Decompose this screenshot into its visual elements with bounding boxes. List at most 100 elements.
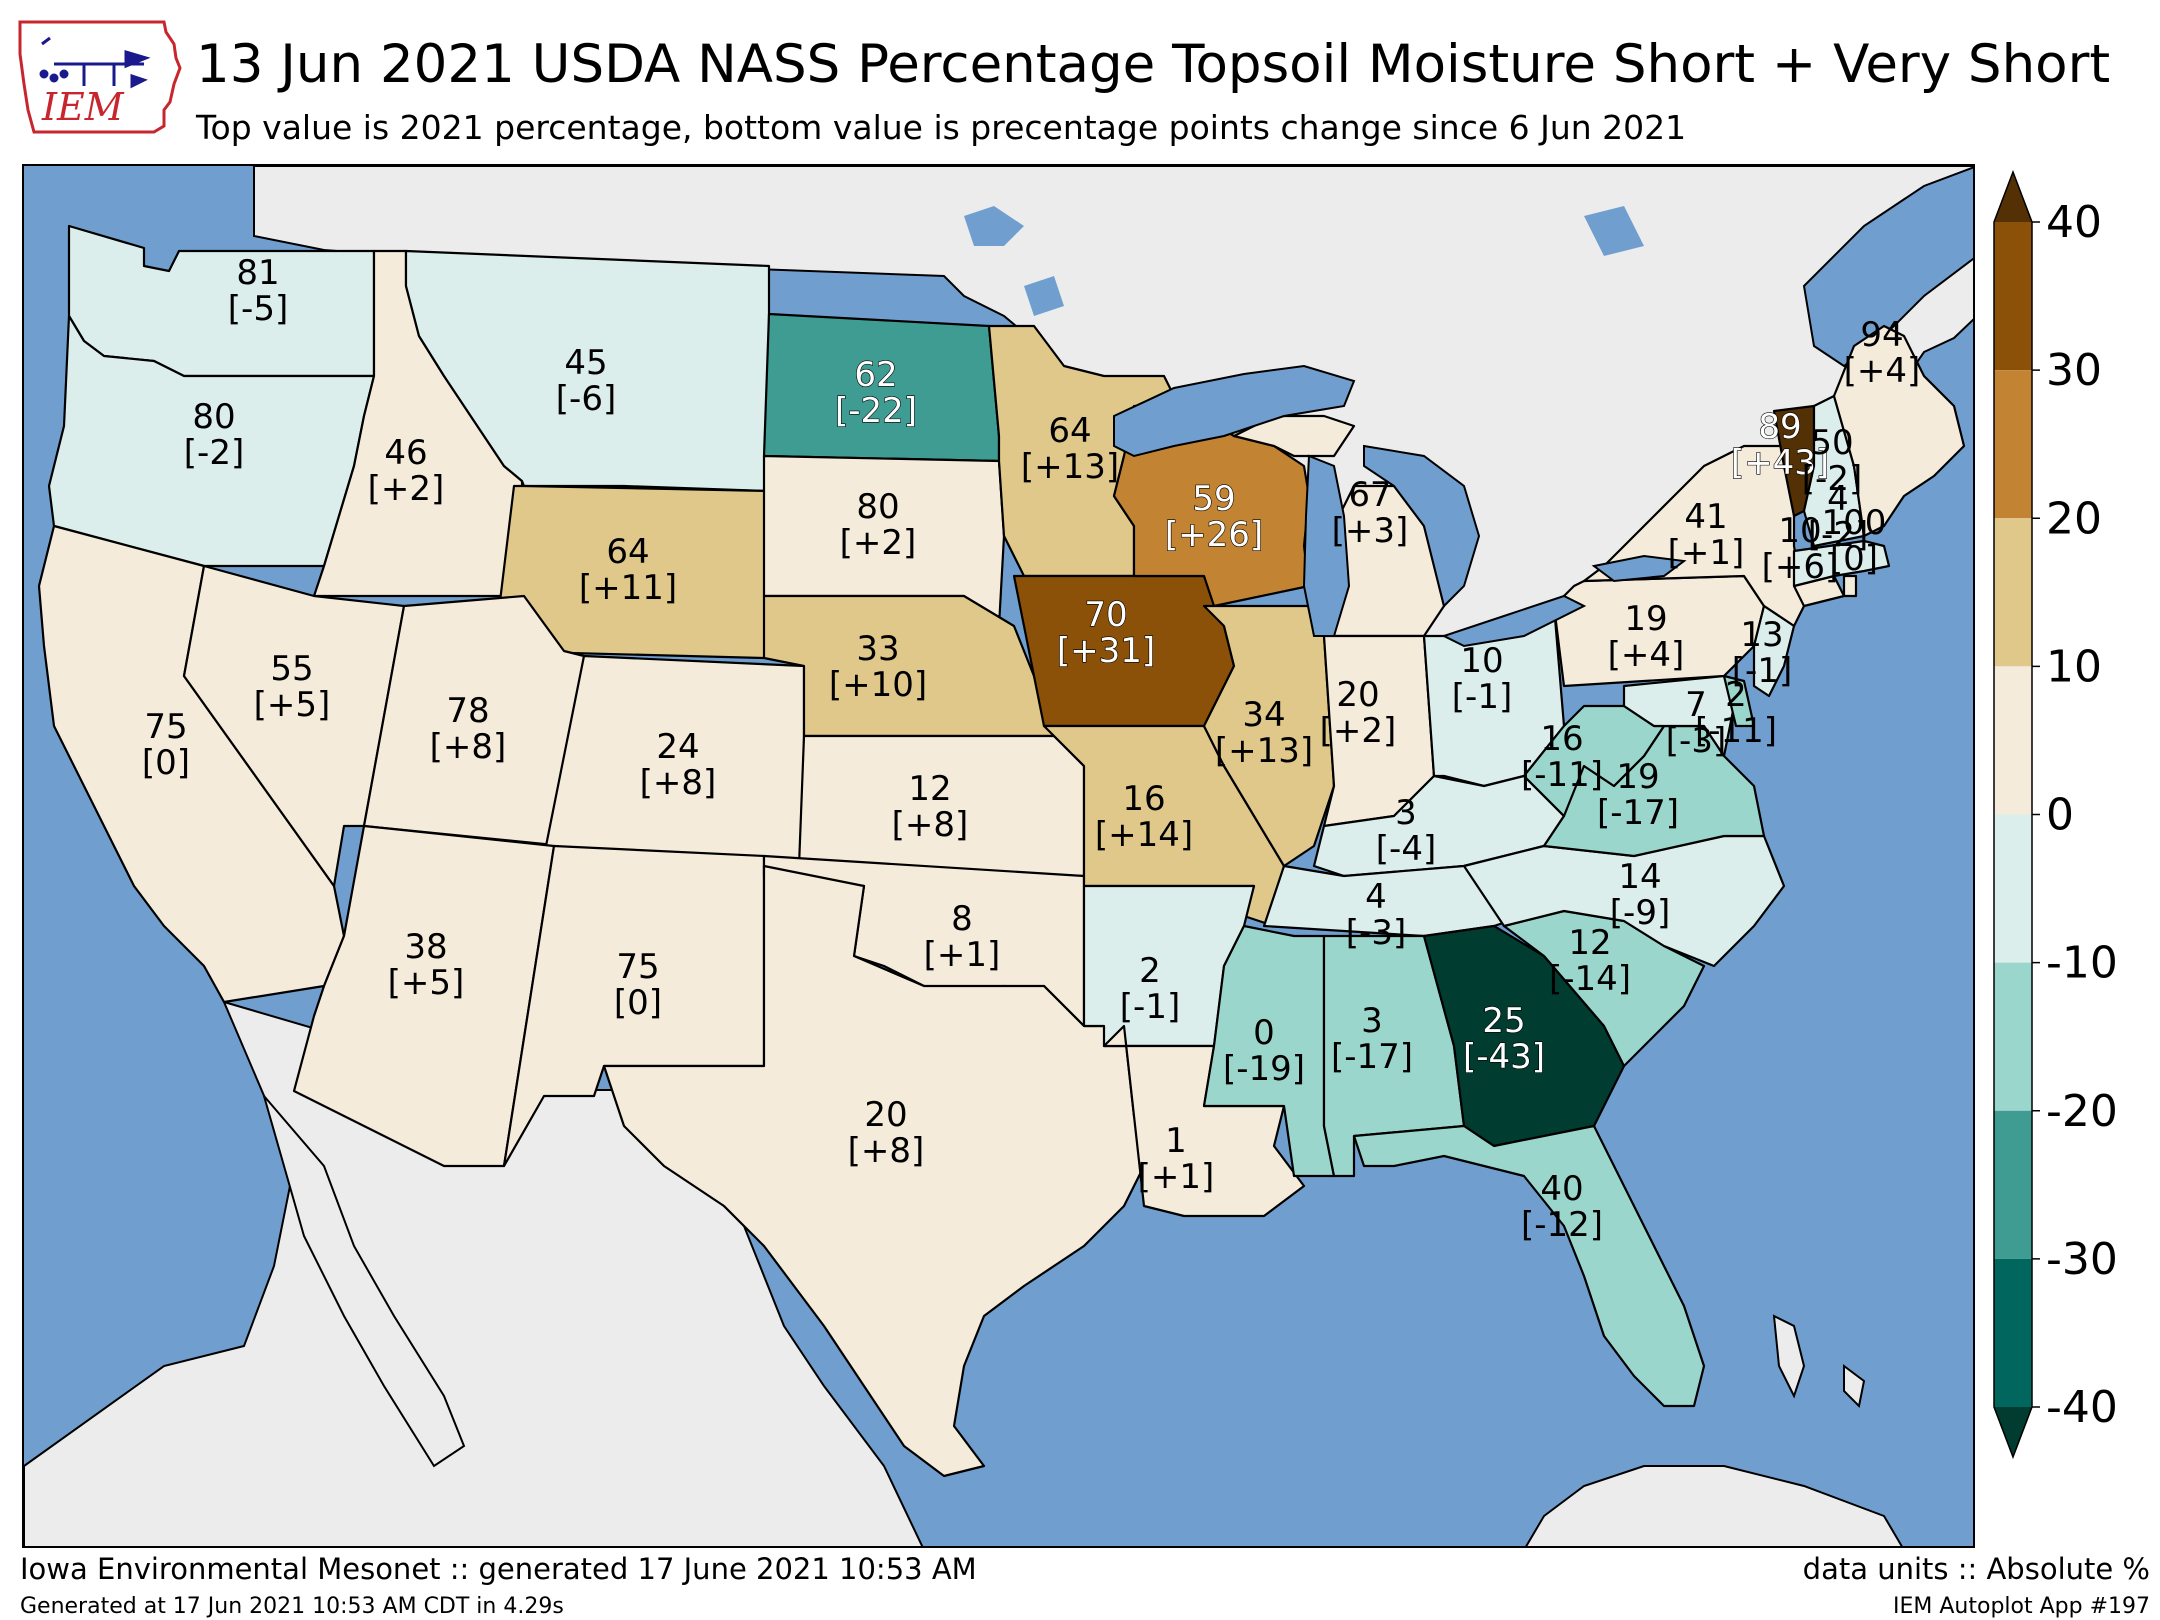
lake-michigan: [1302, 454, 1351, 637]
state-label-ri-top: 100: [1822, 503, 1887, 543]
state-label-ct-top: 10: [1778, 511, 1821, 551]
colorbar-tick-label: 20: [2046, 493, 2102, 544]
colorbar-tick-label: 30: [2046, 345, 2102, 396]
colorbar-tick-label: -40: [2046, 1382, 2118, 1433]
state-label-ar-top: 2: [1139, 951, 1161, 991]
state-label-ok-bottom: [+1]: [924, 935, 1001, 975]
lake-ontario: [1591, 554, 1687, 583]
state-label-sd-bottom: [+2]: [840, 523, 917, 563]
state-label-la-top: 1: [1165, 1121, 1187, 1161]
state-label-oh-top: 10: [1460, 641, 1503, 681]
state-label-nd-top: 62: [854, 355, 897, 395]
colorbar-over-arrow: [1994, 172, 2032, 222]
state-label-md-top: 7: [1685, 685, 1707, 725]
state-label-va-top: 19: [1616, 757, 1659, 797]
state-label-me-bottom: [+4]: [1844, 351, 1921, 391]
hudson-bay: [964, 206, 1644, 316]
colorbar-bin: [1994, 1110, 2032, 1259]
state-label-vt-bottom: [+43]: [1731, 443, 1829, 483]
state-label-wa-bottom: [-5]: [228, 289, 288, 329]
colorbar-bin: [1994, 370, 2032, 519]
state-label-nc-bottom: [-9]: [1610, 893, 1670, 933]
state-label-sc-bottom: [-14]: [1549, 959, 1631, 999]
state-label-ct-bottom: [+6]: [1762, 547, 1839, 587]
state-label-md-bottom: [-3]: [1666, 721, 1726, 761]
state-wy: [492, 484, 771, 660]
state-label-ia-bottom: [+31]: [1057, 631, 1155, 671]
colorbar-under-arrow: [1994, 1407, 2032, 1457]
state-label-wy-bottom: [+11]: [579, 568, 677, 608]
state-label-ky-top: 3: [1395, 793, 1417, 833]
state-label-il-bottom: [+13]: [1215, 731, 1313, 771]
colorbar-tick-label: -10: [2046, 938, 2118, 989]
map-canvas: 81[-5]80[-2]75[0]46[+2]55[+5]45[-6]64[+1…: [24, 166, 1973, 1546]
state-label-az-bottom: [+5]: [388, 963, 465, 1003]
state-label-ga-bottom: [-43]: [1463, 1037, 1545, 1077]
state-label-mo-top: 16: [1122, 779, 1165, 819]
state-label-sd-top: 80: [856, 487, 899, 527]
state-label-ny-top: 41: [1684, 497, 1727, 537]
state-label-nh-bottom: [-2]: [1802, 459, 1862, 499]
state-label-tn-top: 4: [1365, 877, 1387, 917]
map-frame: 81 [-5] 80 [-2] 75 [0] 46 [+2] 55 [+5] 45 [-6] 64 [+1…: [22, 164, 1975, 1548]
state-labels-layer: 81[-5]80[-2]75[0]46[+2]55[+5]45[-6]64[+1…: [142, 253, 1920, 1245]
footer-timing-note: Generated at 17 Jun 2021 10:53 AM CDT in…: [20, 1594, 564, 1619]
state-label-wa-top: 81: [236, 253, 279, 293]
colorbar-bin: [1994, 1258, 2032, 1407]
state-me: [1832, 324, 1966, 538]
state-label-ky-bottom: [-4]: [1376, 829, 1436, 869]
state-ri: [1842, 574, 1858, 598]
state-label-wi-top: 59: [1192, 479, 1235, 519]
state-fl: [1352, 1124, 1706, 1408]
state-tx: [602, 864, 1146, 1478]
state-label-in-top: 20: [1336, 675, 1379, 715]
states-layer: [37, 224, 1966, 1478]
state-nj: [1752, 604, 1796, 698]
map-title: 13 Jun 2021 USDA NASS Percentage Topsoil…: [196, 34, 2111, 95]
state-label-ut-bottom: [+8]: [430, 727, 507, 767]
state-label-az-top: 38: [404, 927, 447, 967]
state-label-mn-top: 64: [1048, 411, 1091, 451]
state-label-de-top: 2: [1725, 675, 1747, 715]
state-label-id-bottom: [+2]: [368, 469, 445, 509]
colorbar-bin: [1994, 222, 2032, 371]
state-label-la-bottom: [+1]: [1138, 1157, 1215, 1197]
state-label-nm-bottom: [0]: [614, 983, 662, 1023]
state-label-tx-bottom: [+8]: [848, 1131, 925, 1171]
colorbar-tick-label: -30: [2046, 1234, 2118, 1285]
state-label-mt-bottom: [-6]: [556, 379, 616, 419]
state-ma: [1792, 539, 1891, 588]
state-label-tx-top: 20: [864, 1095, 907, 1135]
state-label-nd-bottom: [-22]: [835, 391, 917, 431]
state-label-me-top: 94: [1860, 315, 1903, 355]
state-label-ne-top: 33: [856, 629, 899, 669]
state-label-nh-top: 50: [1810, 423, 1853, 463]
colorbar-bin: [1994, 666, 2032, 815]
logo-text: IEM: [41, 85, 125, 129]
state-label-sc-top: 12: [1568, 923, 1611, 963]
state-label-ar-bottom: [-1]: [1120, 987, 1180, 1027]
state-label-va-bottom: [-17]: [1597, 793, 1679, 833]
colorbar-tick-label: 0: [2046, 790, 2074, 841]
colorbar-tick-label: 10: [2046, 641, 2102, 692]
state-label-tn-bottom: [-3]: [1346, 913, 1406, 953]
state-label-al-top: 3: [1361, 1001, 1383, 1041]
state-label-ut-top: 78: [446, 691, 489, 731]
state-label-ca-top: 75: [144, 707, 187, 747]
state-label-nv-top: 55: [270, 649, 313, 689]
baja-peninsula: [263, 1095, 466, 1468]
state-label-ma-top: 4: [1827, 479, 1849, 519]
state-label-ms-top: 0: [1253, 1013, 1275, 1053]
state-label-de-bottom: [-11]: [1695, 711, 1777, 751]
state-label-fl-bottom: [-12]: [1521, 1205, 1603, 1245]
state-label-or-bottom: [-2]: [184, 433, 244, 473]
bahamas-islands: [1772, 1314, 1866, 1409]
state-label-mi-bottom: [+3]: [1332, 511, 1409, 551]
footer-data-units: data units :: Absolute %: [1802, 1552, 2150, 1586]
state-label-mt-top: 45: [564, 343, 607, 383]
footer-app-id: IEM Autoplot App #197: [1893, 1594, 2150, 1619]
colorbar-ticks: 40 30 20 10 0 -10 -20 -30 -40: [2032, 197, 2118, 1433]
state-label-nm-top: 75: [616, 947, 659, 987]
colorbar-bin: [1994, 518, 2032, 667]
state-label-ma-bottom: [-2]: [1808, 515, 1868, 555]
